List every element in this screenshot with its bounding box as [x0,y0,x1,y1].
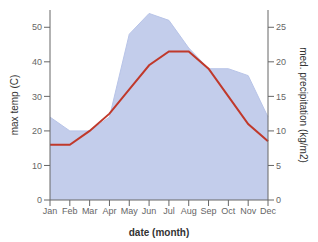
svg-text:Apr: Apr [102,206,116,216]
svg-text:5: 5 [276,161,281,171]
svg-text:Mar: Mar [82,206,98,216]
svg-text:50: 50 [32,22,42,32]
svg-text:Oct: Oct [221,206,236,216]
svg-text:med. precipitation (kg/m2): med. precipitation (kg/m2) [298,47,309,163]
svg-text:Jul: Jul [163,206,175,216]
svg-text:25: 25 [276,22,286,32]
svg-text:10: 10 [276,126,286,136]
svg-text:Nov: Nov [240,206,257,216]
svg-text:Aug: Aug [181,206,197,216]
svg-text:0: 0 [37,195,42,205]
svg-text:10: 10 [32,161,42,171]
svg-text:20: 20 [276,57,286,67]
svg-text:20: 20 [32,126,42,136]
svg-text:Dec: Dec [260,206,277,216]
svg-text:date (month): date (month) [129,227,190,238]
svg-text:Jun: Jun [142,206,157,216]
svg-text:Jan: Jan [43,206,58,216]
svg-text:max temp (C): max temp (C) [9,75,20,136]
svg-text:0: 0 [276,195,281,205]
svg-text:40: 40 [32,57,42,67]
svg-text:Feb: Feb [62,206,78,216]
svg-text:May: May [121,206,139,216]
svg-text:15: 15 [276,92,286,102]
svg-text:Sep: Sep [201,206,217,216]
svg-text:30: 30 [32,92,42,102]
